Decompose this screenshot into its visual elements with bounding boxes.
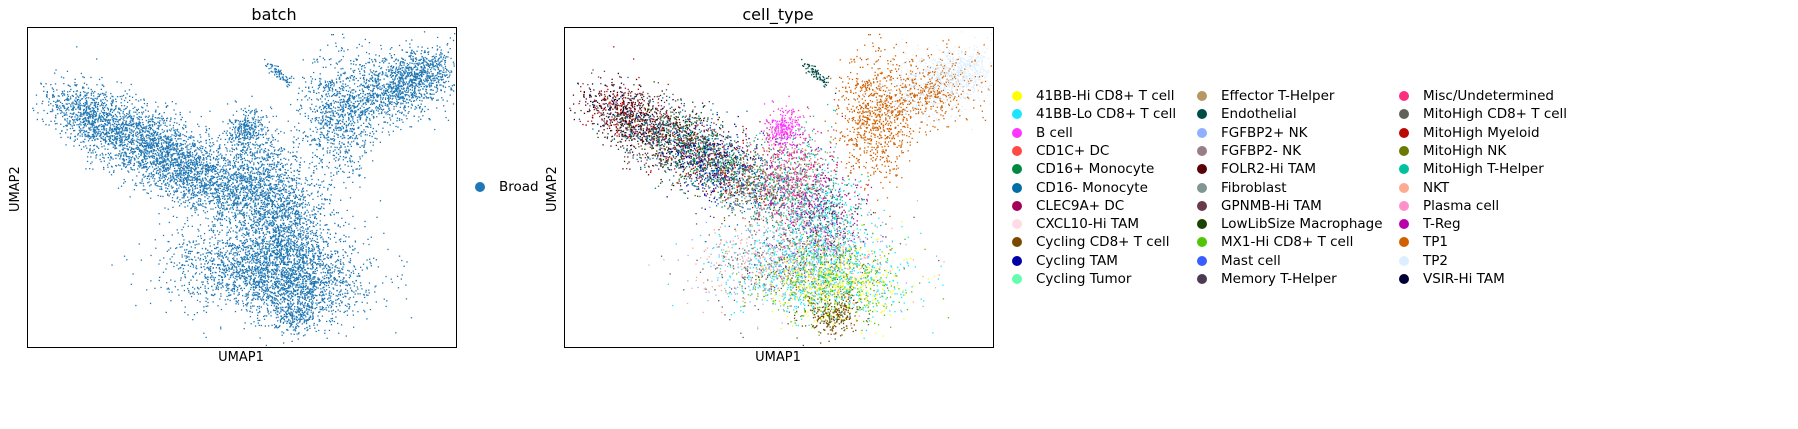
legend-label: MitoHigh Myeloid xyxy=(1423,124,1540,142)
legend-label: MX1-Hi CD8+ T cell xyxy=(1221,233,1353,251)
legend-marker xyxy=(1012,109,1022,120)
legend-marker xyxy=(1399,164,1409,175)
panel1-xlabel: UMAP1 xyxy=(0,350,488,365)
legend-label: B cell xyxy=(1036,124,1073,142)
legend-label: Cycling TAM xyxy=(1036,252,1118,270)
panel1-plot xyxy=(27,27,457,348)
legend-label: CD16- Monocyte xyxy=(1036,179,1148,197)
legend-marker xyxy=(1399,255,1409,266)
legend-label: NKT xyxy=(1423,179,1449,197)
legend-label: CXCL10-Hi TAM xyxy=(1036,215,1139,233)
legend-label: FGFBP2+ NK xyxy=(1221,124,1308,142)
legend-label: CD1C+ DC xyxy=(1036,142,1109,160)
legend-marker xyxy=(1197,164,1207,175)
legend-marker xyxy=(1197,109,1207,120)
legend-marker xyxy=(1012,200,1022,211)
legend-marker xyxy=(1012,237,1022,248)
panel2-xlabel: UMAP1 xyxy=(531,350,1025,365)
panel1-scatter xyxy=(32,31,456,347)
legend-marker xyxy=(1399,145,1409,156)
panel2-title: cell_type xyxy=(531,5,1025,24)
legend-marker xyxy=(1012,182,1022,193)
legend-marker xyxy=(1012,164,1022,175)
legend-label: Effector T-Helper xyxy=(1221,87,1334,105)
legend-label: FOLR2-Hi TAM xyxy=(1221,160,1316,178)
legend-label: CLEC9A+ DC xyxy=(1036,197,1124,215)
legend-marker xyxy=(1012,145,1022,156)
legend-marker xyxy=(1197,91,1207,101)
legend-marker xyxy=(1399,109,1409,120)
legend-marker xyxy=(1399,91,1409,101)
panel2-scatter xyxy=(569,31,993,347)
legend-marker xyxy=(1197,237,1207,248)
legend-label: Cycling CD8+ T cell xyxy=(1036,233,1170,251)
legend-marker xyxy=(1197,200,1207,211)
legend-marker xyxy=(1399,274,1409,284)
legend-label: VSIR-Hi TAM xyxy=(1423,270,1505,288)
legend-label: 41BB-Hi CD8+ T cell xyxy=(1036,87,1175,105)
legend-label: LowLibSize Macrophage xyxy=(1221,215,1383,233)
legend-marker xyxy=(1197,255,1207,266)
legend-label: Cycling Tumor xyxy=(1036,270,1131,288)
legend-label: MitoHigh CD8+ T cell xyxy=(1423,105,1567,123)
panel1-ylabel: UMAP2 xyxy=(8,166,23,212)
legend-marker xyxy=(1012,274,1022,284)
legend-label: Misc/Undetermined xyxy=(1423,87,1554,105)
legend-marker xyxy=(1012,127,1022,138)
legend-marker xyxy=(1399,219,1409,230)
legend-label: GPNMB-Hi TAM xyxy=(1221,197,1322,215)
legend-marker xyxy=(1399,127,1409,138)
legend-marker xyxy=(475,182,485,192)
legend-label: 41BB-Lo CD8+ T cell xyxy=(1036,105,1176,123)
legend-marker xyxy=(1399,237,1409,248)
legend-marker xyxy=(1197,127,1207,138)
panel2-ylabel: UMAP2 xyxy=(545,166,560,212)
legend-label: Plasma cell xyxy=(1423,197,1499,215)
legend-label: TP2 xyxy=(1423,252,1448,270)
legend-marker xyxy=(1197,274,1207,284)
legend-label: MitoHigh T-Helper xyxy=(1423,160,1544,178)
legend-label: Broad xyxy=(499,178,539,196)
legend-label: Endothelial xyxy=(1221,105,1297,123)
legend-label: Mast cell xyxy=(1221,252,1281,270)
legend-marker xyxy=(1197,145,1207,156)
legend-label: Fibroblast xyxy=(1221,179,1287,197)
legend-marker xyxy=(1197,182,1207,193)
legend-marker xyxy=(1012,255,1022,266)
legend-label: T-Reg xyxy=(1423,215,1461,233)
legend-marker xyxy=(1197,219,1207,230)
legend-label: TP1 xyxy=(1423,233,1448,251)
legend-marker xyxy=(1399,182,1409,193)
legend-label: FGFBP2- NK xyxy=(1221,142,1301,160)
legend-marker xyxy=(1012,219,1022,230)
legend-label: CD16+ Monocyte xyxy=(1036,160,1154,178)
legend-marker xyxy=(1012,91,1022,101)
legend-label: MitoHigh NK xyxy=(1423,142,1506,160)
legend-label: Memory T-Helper xyxy=(1221,270,1337,288)
panel1-title: batch xyxy=(27,5,521,24)
legend-marker xyxy=(1399,200,1409,211)
panel2-plot xyxy=(564,27,994,348)
